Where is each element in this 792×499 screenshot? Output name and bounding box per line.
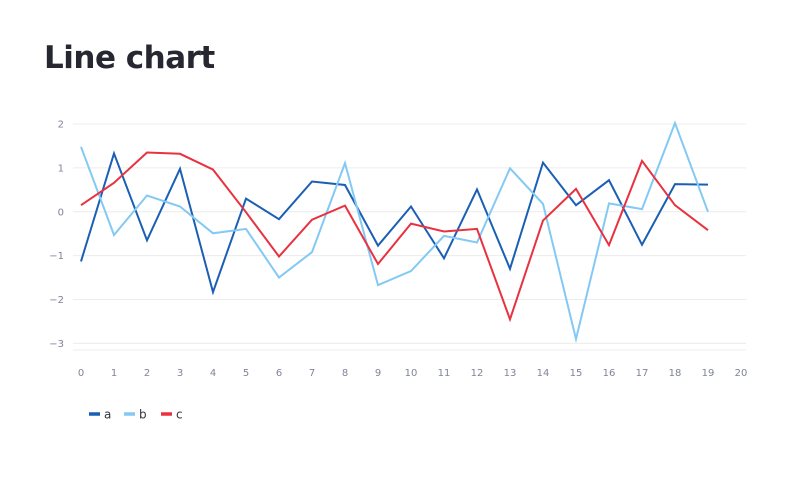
x-tick-label: 11 [438,368,451,379]
x-tick-label: 16 [603,368,616,379]
x-tick-label: 6 [276,368,282,379]
x-tick-label: 5 [243,368,249,379]
x-tick-label: 1 [111,368,117,379]
x-tick-label: 10 [405,368,418,379]
series-line-b[interactable] [80,120,709,344]
x-tick-label: 14 [537,368,550,379]
y-tick-label: 1 [58,163,64,174]
legend-label: c [176,408,183,422]
x-tick-label: 3 [177,368,183,379]
page-title: Line chart [44,40,215,76]
x-tick-label: 18 [669,368,682,379]
x-tick-label: 20 [735,368,748,379]
x-tick-label: 9 [375,368,381,379]
x-tick-label: 15 [570,368,583,379]
legend[interactable]: a b c [89,408,183,422]
legend-label: a [104,408,111,422]
y-tick-label: 0 [58,207,64,218]
legend-item-b[interactable]: b [124,408,147,422]
x-tick-label: 19 [702,368,715,379]
y-tick-label: 2 [58,120,64,131]
y-axis: 2 1 0 −1 −2 −3 [49,120,64,350]
y-tick-label: −1 [49,251,64,262]
legend-label: b [139,408,147,422]
grid-lines [73,123,746,344]
series-line-c[interactable] [80,151,709,323]
x-tick-label: 7 [309,368,315,379]
legend-item-c[interactable]: c [161,408,183,422]
y-tick-label: −2 [49,295,64,306]
x-tick-label: 0 [78,368,84,379]
x-tick-label: 2 [144,368,150,379]
x-tick-label: 4 [210,368,216,379]
series-lines[interactable] [80,120,709,344]
x-axis: 0 1 2 3 4 5 6 7 8 9 10 11 12 13 14 15 16 17 18 19 20 [73,349,748,379]
series-line-a[interactable] [80,150,709,296]
legend-item-a[interactable]: a [89,408,111,422]
x-tick-label: 13 [504,368,517,379]
x-tick-label: 12 [471,368,484,379]
y-tick-label: −3 [49,339,64,350]
x-tick-label: 8 [342,368,348,379]
x-tick-label: 17 [636,368,649,379]
